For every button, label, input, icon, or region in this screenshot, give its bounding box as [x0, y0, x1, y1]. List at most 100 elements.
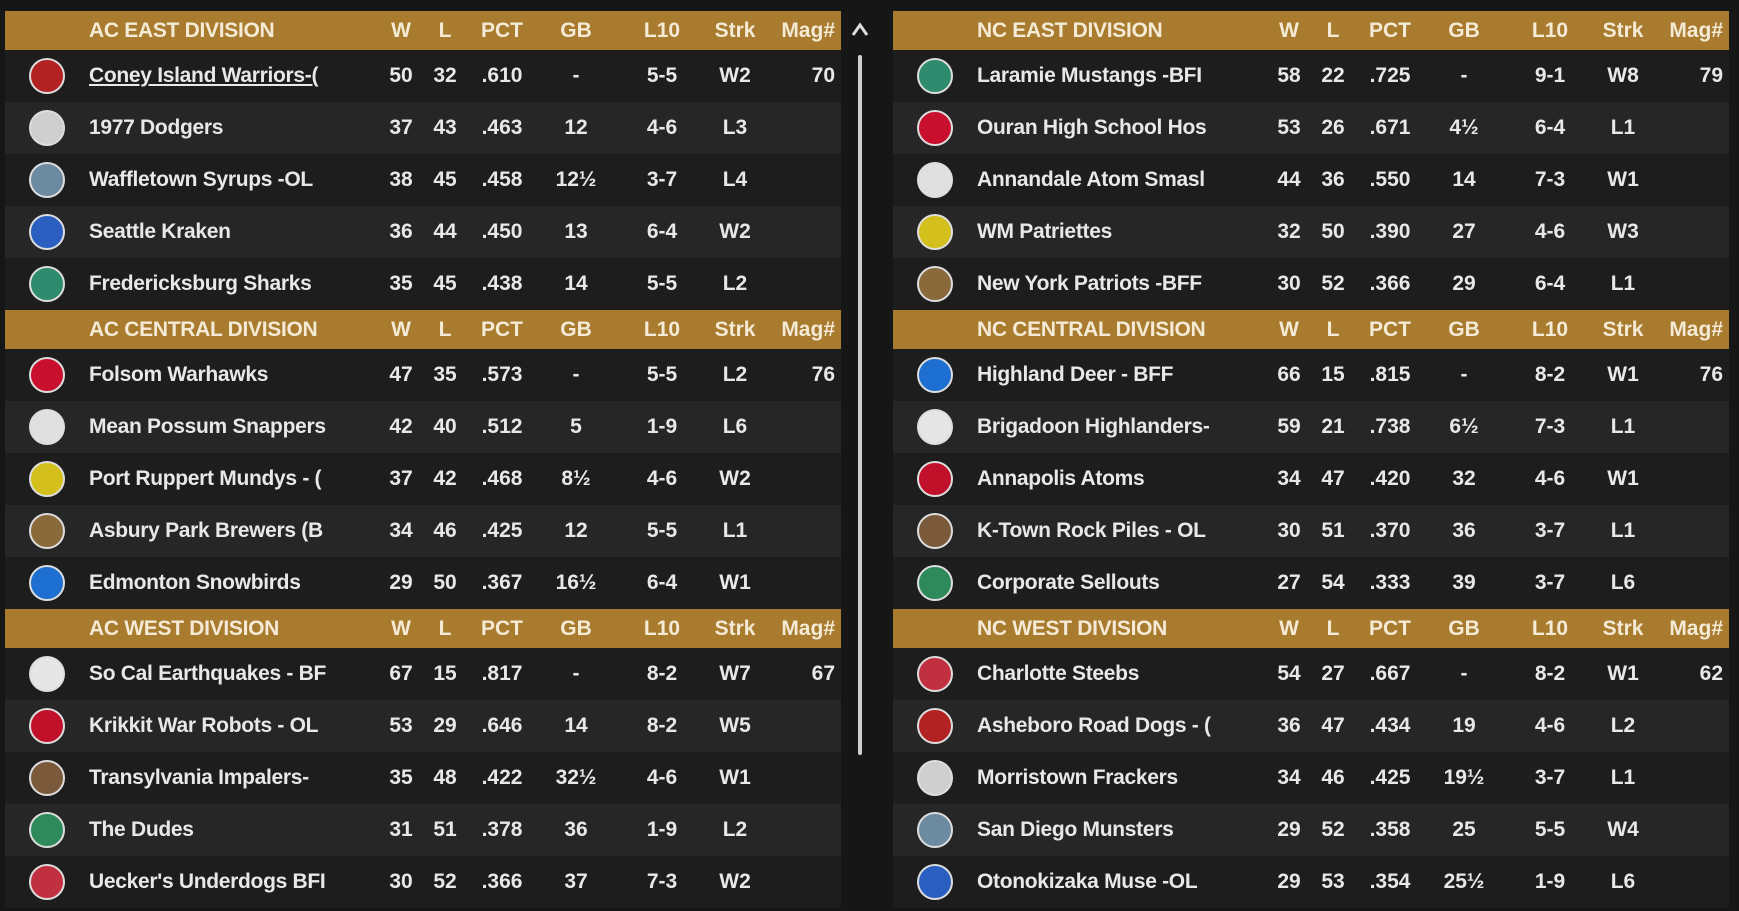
scrollbar[interactable] — [851, 11, 869, 908]
team-name[interactable]: Brigadoon Highlanders- — [977, 415, 1210, 438]
column-header[interactable]: W — [391, 317, 411, 341]
team-name[interactable]: The Dudes — [89, 818, 194, 841]
team-row[interactable]: Charlotte Steebs 54 27 .667 - 8-2 W1 62 — [893, 648, 1729, 700]
team-row[interactable]: Ouran High School Hos 53 26 .671 4½ 6-4 L1 — [893, 102, 1729, 154]
team-row[interactable]: Uecker's Underdogs BFI 30 52 .366 37 7-3 W2 — [5, 856, 841, 908]
team-row[interactable]: Asbury Park Brewers (B 34 46 .425 12 5-5 L1 — [5, 505, 841, 557]
column-header[interactable]: Strk — [714, 317, 756, 341]
column-header[interactable]: PCT — [1369, 616, 1411, 640]
column-header[interactable]: GB — [1448, 317, 1480, 341]
team-name[interactable]: Annapolis Atoms — [977, 467, 1145, 490]
team-name[interactable]: Fredericksburg Sharks — [89, 272, 312, 295]
team-row[interactable]: Corporate Sellouts 27 54 .333 39 3-7 L6 — [893, 557, 1729, 609]
team-name[interactable]: Uecker's Underdogs BFI — [89, 870, 326, 893]
column-header[interactable]: PCT — [481, 18, 523, 42]
scroll-thumb[interactable] — [858, 55, 862, 755]
column-header[interactable]: Mag# — [781, 18, 835, 42]
team-name[interactable]: Ouran High School Hos — [977, 116, 1207, 139]
team-row[interactable]: Annapolis Atoms 34 47 .420 32 4-6 W1 — [893, 453, 1729, 505]
team-name[interactable]: Mean Possum Snappers — [89, 415, 326, 438]
column-header[interactable]: Mag# — [1669, 18, 1723, 42]
team-name[interactable]: Transylvania Impalers- — [89, 766, 309, 789]
team-row[interactable]: Laramie Mustangs -BFI 58 22 .725 - 9-1 W8 79 — [893, 50, 1729, 102]
column-header[interactable]: Mag# — [781, 317, 835, 341]
team-name[interactable]: WM Patriettes — [977, 220, 1112, 243]
team-row[interactable]: The Dudes 31 51 .378 36 1-9 L2 — [5, 804, 841, 856]
column-header[interactable]: Strk — [1602, 18, 1644, 42]
team-row[interactable]: New York Patriots -BFF 30 52 .366 29 6-4 L1 — [893, 258, 1729, 310]
column-header[interactable]: GB — [560, 18, 592, 42]
team-row[interactable]: Transylvania Impalers- 35 48 .422 32½ 4-6 W1 — [5, 752, 841, 804]
column-header[interactable]: PCT — [481, 616, 523, 640]
team-name[interactable]: Krikkit War Robots - OL — [89, 714, 319, 737]
column-header[interactable]: Mag# — [781, 616, 835, 640]
column-header[interactable]: W — [1279, 616, 1299, 640]
team-row[interactable]: Annandale Atom Smasl 44 36 .550 14 7-3 W1 — [893, 154, 1729, 206]
column-header[interactable]: PCT — [1369, 317, 1411, 341]
team-row[interactable]: So Cal Earthquakes - BF 67 15 .817 - 8-2 W7 67 — [5, 648, 841, 700]
team-name[interactable]: Otonokizaka Muse -OL — [977, 870, 1198, 893]
team-row[interactable]: Folsom Warhawks 47 35 .573 - 5-5 L2 76 — [5, 349, 841, 401]
column-header[interactable]: GB — [1448, 18, 1480, 42]
team-name[interactable]: Port Ruppert Mundys - ( — [89, 467, 322, 490]
team-name[interactable]: Folsom Warhawks — [89, 363, 269, 386]
team-row[interactable]: WM Patriettes 32 50 .390 27 4-6 W3 — [893, 206, 1729, 258]
team-name[interactable]: Laramie Mustangs -BFI — [977, 64, 1202, 87]
column-header[interactable]: Strk — [714, 616, 756, 640]
team-row[interactable]: Asheboro Road Dogs - (36 47 .434 19 4-6 L2 — [893, 700, 1729, 752]
column-header[interactable]: L — [1326, 317, 1340, 341]
team-name[interactable]: Asbury Park Brewers (B — [89, 519, 323, 542]
column-header[interactable]: L — [1326, 18, 1340, 42]
team-name[interactable]: 1977 Dodgers — [89, 116, 224, 139]
team-row[interactable]: Port Ruppert Mundys - (37 42 .468 8½ 4-6 W2 — [5, 453, 841, 505]
team-row[interactable]: Otonokizaka Muse -OL 29 53 .354 25½ 1-9 L6 — [893, 856, 1729, 908]
column-header[interactable]: L10 — [1531, 18, 1569, 42]
team-name[interactable]: San Diego Munsters — [977, 818, 1174, 841]
team-row[interactable]: Fredericksburg Sharks 35 45 .438 14 5-5 L2 — [5, 258, 841, 310]
column-header[interactable]: W — [1279, 18, 1299, 42]
team-name[interactable]: Annandale Atom Smasl — [977, 168, 1205, 191]
column-header[interactable]: GB — [560, 317, 592, 341]
column-header[interactable]: PCT — [481, 317, 523, 341]
team-name[interactable]: Highland Deer - BFF — [977, 363, 1174, 386]
team-row[interactable]: K-Town Rock Piles - OL 30 51 .370 36 3-7 L1 — [893, 505, 1729, 557]
column-header[interactable]: Mag# — [1669, 317, 1723, 341]
column-header[interactable]: L10 — [643, 317, 681, 341]
team-name[interactable]: Morristown Frackers — [977, 766, 1178, 789]
column-header[interactable]: W — [391, 616, 411, 640]
team-name[interactable]: Seattle Kraken — [89, 220, 231, 243]
team-name[interactable]: New York Patriots -BFF — [977, 272, 1202, 295]
team-name[interactable]: K-Town Rock Piles - OL — [977, 519, 1206, 542]
team-name[interactable]: Waffletown Syrups -OL — [89, 168, 313, 191]
column-header[interactable]: GB — [560, 616, 592, 640]
column-header[interactable]: PCT — [1369, 18, 1411, 42]
column-header[interactable]: L — [1326, 616, 1340, 640]
team-row[interactable]: 1977 Dodgers 37 43 .463 12 4-6 L3 — [5, 102, 841, 154]
team-row[interactable]: Krikkit War Robots - OL 53 29 .646 14 8-2 W5 — [5, 700, 841, 752]
column-header[interactable]: W — [1279, 317, 1299, 341]
team-row[interactable]: Highland Deer - BFF 66 15 .815 - 8-2 W1 76 — [893, 349, 1729, 401]
team-row[interactable]: Edmonton Snowbirds 29 50 .367 16½ 6-4 W1 — [5, 557, 841, 609]
team-row[interactable]: Morristown Frackers 34 46 .425 19½ 3-7 L1 — [893, 752, 1729, 804]
team-name[interactable]: Coney Island Warriors-( — [89, 64, 319, 87]
column-header[interactable]: L10 — [643, 616, 681, 640]
column-header[interactable]: Mag# — [1669, 616, 1723, 640]
team-row[interactable]: Waffletown Syrups -OL 38 45 .458 12½ 3-7 L4 — [5, 154, 841, 206]
column-header[interactable]: L — [438, 18, 452, 42]
team-name[interactable]: Asheboro Road Dogs - ( — [977, 714, 1211, 737]
column-header[interactable]: L10 — [1531, 616, 1569, 640]
column-header[interactable]: GB — [1448, 616, 1480, 640]
column-header[interactable]: W — [391, 18, 411, 42]
team-row[interactable]: Mean Possum Snappers 42 40 .512 5 1-9 L6 — [5, 401, 841, 453]
column-header[interactable]: L — [438, 317, 452, 341]
team-row[interactable]: San Diego Munsters 29 52 .358 25 5-5 W4 — [893, 804, 1729, 856]
team-name[interactable]: So Cal Earthquakes - BF — [89, 662, 326, 685]
column-header[interactable]: Strk — [714, 18, 756, 42]
team-row[interactable]: Seattle Kraken 36 44 .450 13 6-4 W2 — [5, 206, 841, 258]
team-row[interactable]: Coney Island Warriors-(50 32 .610 - 5-5 W2 70 — [5, 50, 841, 102]
column-header[interactable]: L — [438, 616, 452, 640]
team-name[interactable]: Charlotte Steebs — [977, 662, 1140, 685]
column-header[interactable]: Strk — [1602, 616, 1644, 640]
team-row[interactable]: Brigadoon Highlanders- 59 21 .738 6½ 7-3 L1 — [893, 401, 1729, 453]
scroll-up-arrow[interactable] — [850, 17, 870, 41]
